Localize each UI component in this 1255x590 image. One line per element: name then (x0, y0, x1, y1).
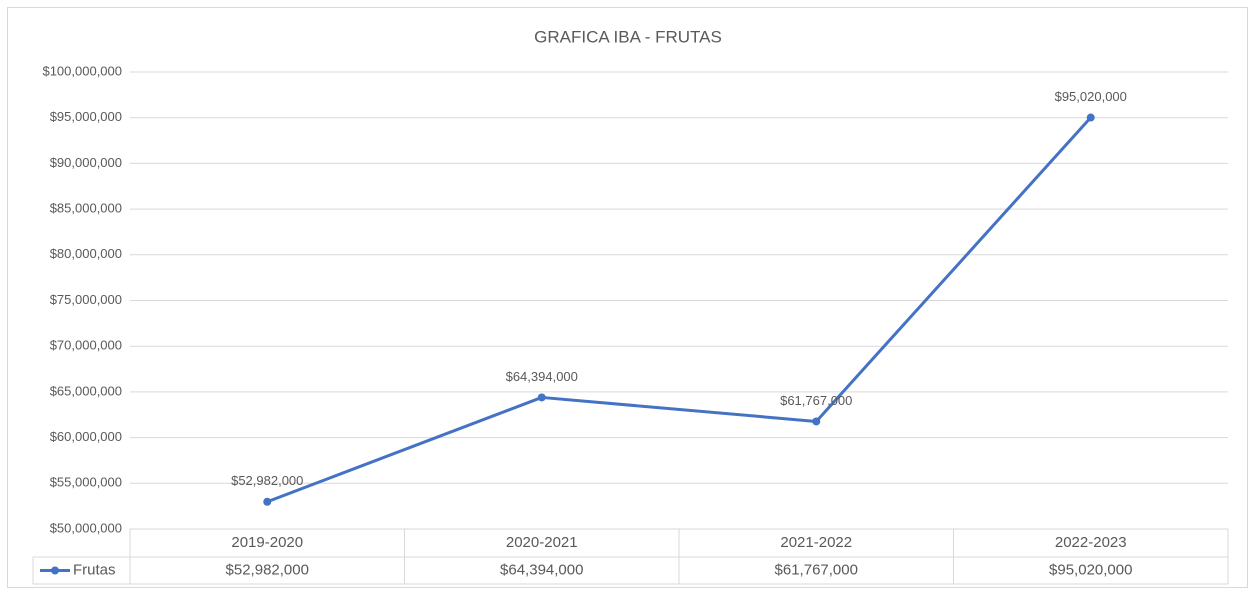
y-tick-label: $50,000,000 (50, 520, 122, 535)
data-label: $52,982,000 (231, 473, 303, 488)
x-tick-label: 2019-2020 (231, 534, 303, 551)
y-tick-label: $60,000,000 (50, 429, 122, 444)
table-value: $95,020,000 (1049, 561, 1132, 578)
y-tick-label: $95,000,000 (50, 109, 122, 124)
legend-label: Frutas (73, 561, 116, 578)
table-value: $61,767,000 (775, 561, 858, 578)
y-tick-label: $85,000,000 (50, 201, 122, 216)
x-tick-label: 2020-2021 (506, 534, 578, 551)
data-label: $64,394,000 (506, 369, 578, 384)
point (537, 393, 546, 402)
y-tick-label: $100,000,000 (42, 63, 122, 78)
x-tick-label: 2021-2022 (780, 534, 852, 551)
point (263, 497, 272, 506)
y-tick-label: $75,000,000 (50, 292, 122, 307)
chart-area (7, 7, 1248, 588)
y-tick-label: $80,000,000 (50, 246, 122, 261)
data-label: $95,020,000 (1055, 89, 1127, 104)
table-value: $64,394,000 (500, 561, 583, 578)
x-tick-label: 2022-2023 (1055, 534, 1127, 551)
point (1086, 113, 1095, 122)
y-tick-label: $90,000,000 (50, 155, 122, 170)
y-tick-label: $65,000,000 (50, 383, 122, 398)
table-value: $52,982,000 (226, 561, 309, 578)
line (266, 116, 1092, 504)
y-tick-label: $70,000,000 (50, 338, 122, 353)
chart-title: GRAFICA IBA - FRUTAS (534, 27, 722, 46)
y-tick-label: $55,000,000 (50, 475, 122, 490)
legend-marker (51, 566, 59, 575)
data-label: $61,767,000 (780, 393, 852, 408)
point (812, 417, 821, 426)
